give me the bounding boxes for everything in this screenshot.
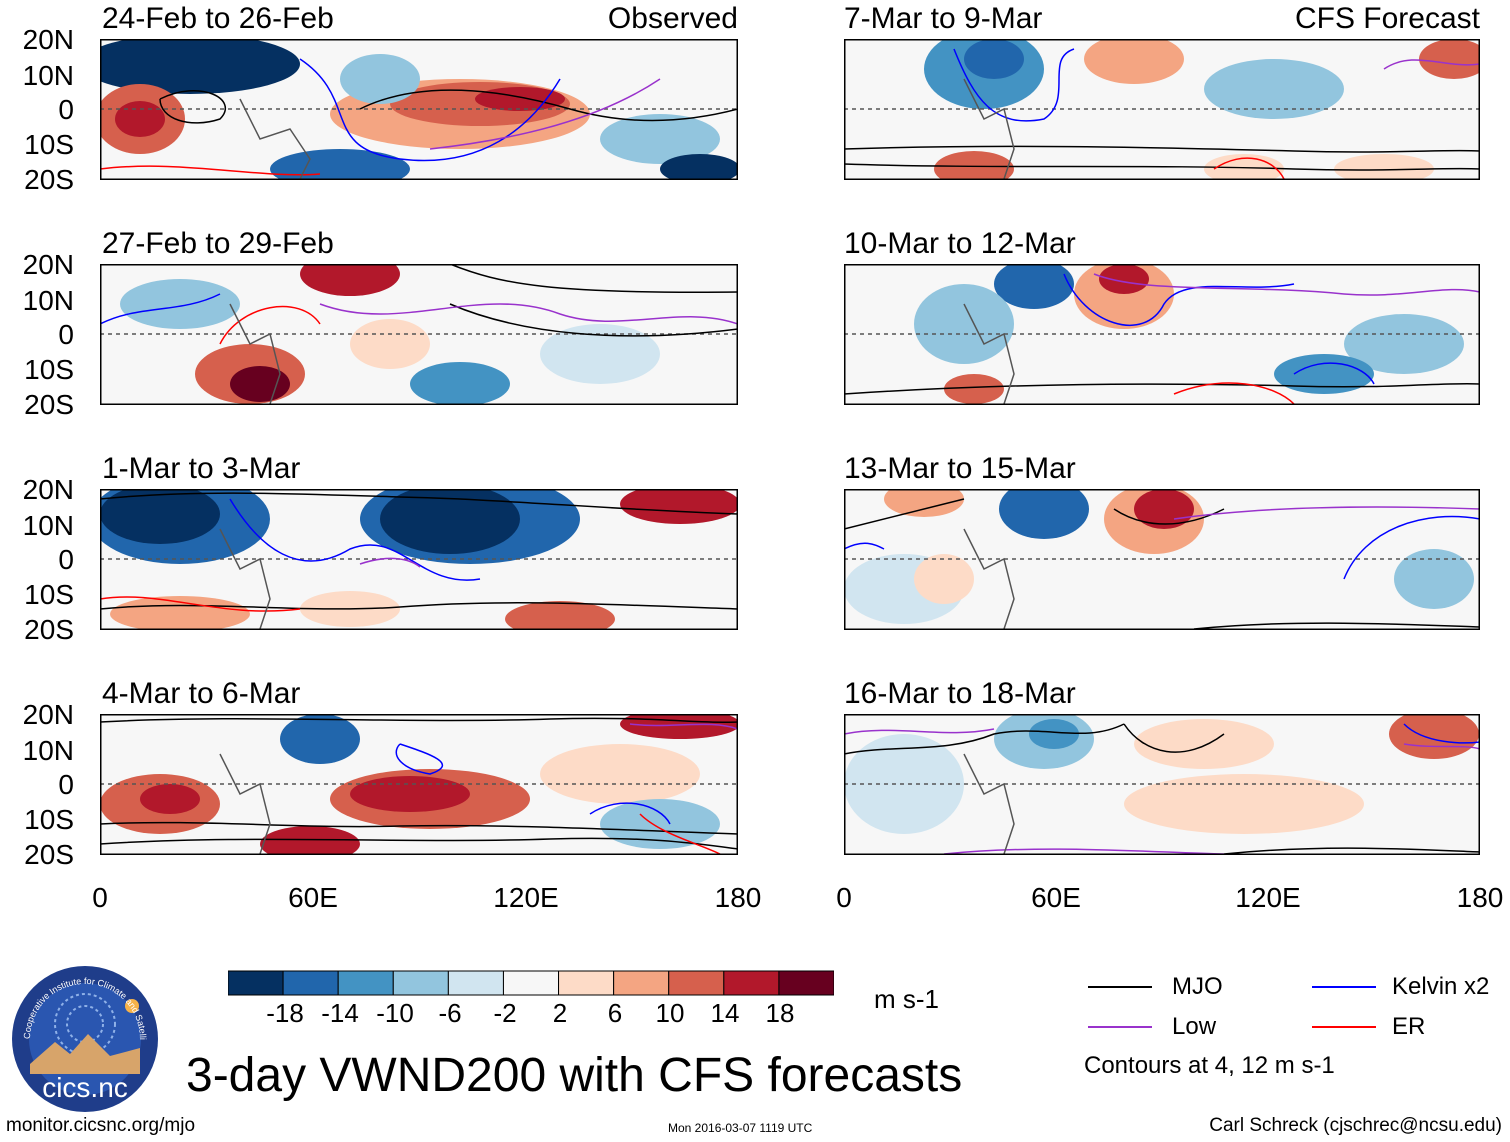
lat-label: 20S [24,839,74,870]
colorbar-unit: m s-1 [874,984,939,1014]
lon-label: 60E [1031,882,1081,913]
lat-label: 10N [22,735,74,766]
map-panel-fc-1 [844,39,1480,180]
legend-label-er: ER [1392,1013,1426,1040]
lat-label: 10N [22,60,74,91]
lon-label: 60E [288,882,338,913]
colorbar-swatch [392,970,449,996]
lat-label: 10S [24,129,74,160]
panel-title-obs-3: 1-Mar to 3-Mar [102,452,301,485]
panel-title-fc-3: 13-Mar to 15-Mar [844,452,1076,485]
footer-author: Carl Schreck (cjschrec@ncsu.edu) [1209,1115,1502,1136]
panel-title-obs-2: 27-Feb to 29-Feb [102,227,334,260]
colorbar-tick: -14 [321,998,359,1028]
lat-label: 0 [58,94,74,125]
figure-title: 3-day VWND200 with CFS forecasts [186,1049,963,1102]
map-panel-obs-1 [100,39,738,180]
colorbar-swatch [282,970,339,996]
lon-label: 180 [1456,882,1504,913]
colorbar-tick: 6 [607,998,623,1028]
lat-label: 20N [22,699,74,730]
lat-label: 10N [22,510,74,541]
lat-label: 20S [24,389,74,420]
colorbar-tick: -2 [493,998,517,1028]
panel-title-fc-1: 7-Mar to 9-Mar [844,2,1043,35]
colorbar-tick: -18 [266,998,304,1028]
lon-label: 0 [836,882,852,913]
panel-title-obs-4: 4-Mar to 6-Mar [102,677,301,710]
legend-note: Contours at 4, 12 m s-1 [1084,1052,1335,1079]
legend-label-low: Low [1172,1013,1217,1040]
colorbar-tick: 18 [765,998,795,1028]
lat-label: 10S [24,579,74,610]
lon-label: 180 [714,882,762,913]
map-panel-fc-4 [844,714,1480,855]
forecast-tag: CFS Forecast [1294,2,1480,35]
colorbar-tick: 2 [552,998,568,1028]
footer-timestamp: Mon 2016-03-07 1119 UTC [668,1121,813,1135]
colorbar-swatch [447,970,504,996]
map-panel-obs-2 [100,264,738,405]
colorbar-swatch [613,970,670,996]
lat-label: 0 [58,544,74,575]
colorbar-swatch [668,970,725,996]
colorbar-tick: -10 [376,998,414,1028]
legend-swatch-er [1312,1026,1376,1028]
lat-label: 20N [22,24,74,55]
colorbar-swatch [502,970,560,996]
colorbar-swatch [228,970,284,996]
footer-url: monitor.cicsnc.org/mjo [6,1115,196,1136]
lat-label: 20N [22,249,74,280]
colorbar-tick: 14 [710,998,740,1028]
observed-tag: Observed [607,2,738,35]
lat-label: 20S [24,164,74,195]
colorbar-tick: 10 [655,998,685,1028]
lat-label: 20N [22,474,74,505]
colorbar-swatch [337,970,394,996]
lat-label: 10N [22,285,74,316]
legend-swatch-low [1088,1026,1152,1028]
lat-label: 20S [24,614,74,645]
legend-swatch-mjo [1088,986,1152,988]
legend-label-mjo: MJO [1172,973,1223,1000]
lat-label: 10S [24,804,74,835]
lon-label: 120E [493,882,559,913]
cics-logo: Cooperative Institute for Climate and Sa… [10,964,158,1112]
legend-label-kelvin: Kelvin x2 [1392,973,1490,1000]
map-panel-fc-2 [844,264,1480,405]
colorbar-swatch [558,970,615,996]
panel-title-fc-2: 10-Mar to 12-Mar [844,227,1076,260]
map-panel-obs-3 [100,489,738,630]
lon-label: 0 [92,882,108,913]
colorbar-tick: -6 [438,998,462,1028]
colorbar-swatch [778,970,834,996]
lat-label: 0 [58,769,74,800]
legend-swatch-kelvin [1312,986,1376,988]
map-panel-fc-3 [844,489,1480,630]
panel-title-obs-1: 24-Feb to 26-Feb [102,2,334,35]
colorbar [228,970,834,996]
colorbar-swatch [723,970,780,996]
panel-title-fc-4: 16-Mar to 18-Mar [844,677,1076,710]
logo-text: cics.nc [42,1072,128,1103]
lon-label: 120E [1235,882,1301,913]
lat-label: 0 [58,319,74,350]
map-panel-obs-4 [100,714,738,855]
lat-label: 10S [24,354,74,385]
